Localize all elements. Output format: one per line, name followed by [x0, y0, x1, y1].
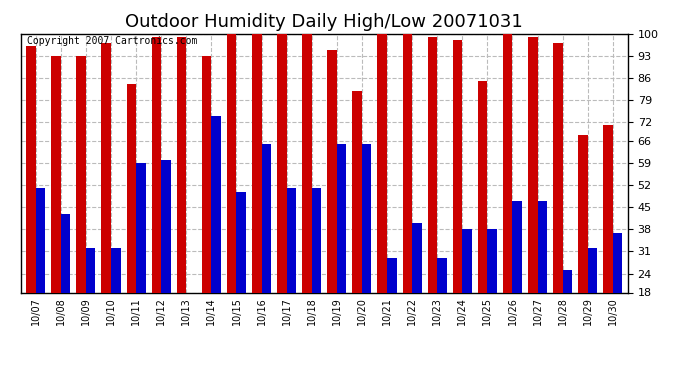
Bar: [462, 230, 472, 292]
Bar: [337, 144, 346, 292]
Bar: [377, 34, 387, 292]
Bar: [538, 201, 547, 292]
Bar: [603, 125, 613, 292]
Bar: [453, 40, 462, 292]
Bar: [161, 160, 170, 292]
Bar: [111, 248, 121, 292]
Bar: [613, 232, 622, 292]
Bar: [562, 270, 572, 292]
Bar: [51, 56, 61, 292]
Bar: [428, 37, 437, 292]
Bar: [86, 248, 95, 292]
Bar: [26, 46, 36, 292]
Bar: [101, 43, 111, 292]
Bar: [528, 37, 538, 292]
Text: Copyright 2007 Cartronics.com: Copyright 2007 Cartronics.com: [27, 36, 197, 46]
Bar: [36, 188, 46, 292]
Bar: [387, 258, 397, 292]
Bar: [412, 223, 422, 292]
Bar: [437, 258, 446, 292]
Bar: [252, 34, 262, 292]
Bar: [553, 43, 562, 292]
Bar: [353, 90, 362, 292]
Bar: [503, 34, 513, 292]
Bar: [77, 56, 86, 292]
Bar: [177, 37, 186, 292]
Bar: [61, 214, 70, 292]
Bar: [312, 188, 322, 292]
Bar: [578, 135, 588, 292]
Bar: [126, 84, 136, 292]
Bar: [136, 163, 146, 292]
Bar: [152, 37, 161, 292]
Bar: [262, 144, 271, 292]
Bar: [202, 56, 211, 292]
Bar: [211, 116, 221, 292]
Title: Outdoor Humidity Daily High/Low 20071031: Outdoor Humidity Daily High/Low 20071031: [126, 13, 523, 31]
Bar: [513, 201, 522, 292]
Bar: [362, 144, 371, 292]
Bar: [588, 248, 598, 292]
Bar: [277, 34, 286, 292]
Bar: [237, 192, 246, 292]
Bar: [487, 230, 497, 292]
Bar: [402, 34, 412, 292]
Bar: [478, 81, 487, 292]
Bar: [302, 34, 312, 292]
Bar: [327, 50, 337, 292]
Bar: [227, 34, 237, 292]
Bar: [286, 188, 296, 292]
